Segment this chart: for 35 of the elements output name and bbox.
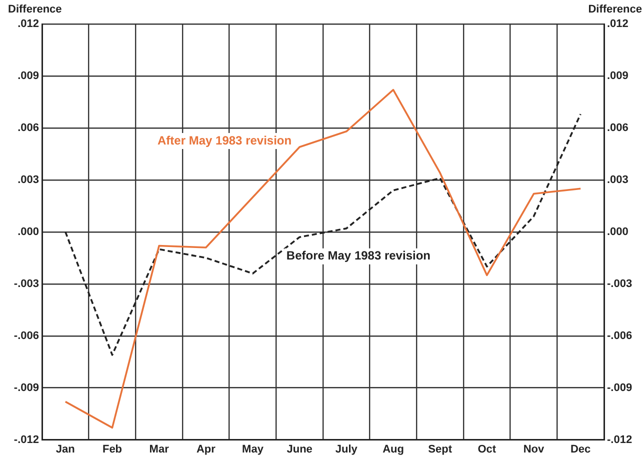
- y-tick-label: .000: [18, 226, 39, 238]
- x-tick-label: Aug: [382, 443, 404, 456]
- y2-tick-label: -.009: [607, 382, 632, 394]
- y-tick-label: .006: [18, 122, 39, 134]
- y2-tick-label: -.006: [607, 330, 632, 342]
- x-tick-label: July: [335, 443, 358, 456]
- x-tick-label: Apr: [196, 443, 216, 456]
- line-series: [64, 113, 582, 356]
- y-tick-label: -.006: [14, 330, 39, 342]
- y2-tick-label: .003: [607, 174, 628, 186]
- y-tick-label: .012: [18, 18, 39, 30]
- x-tick-label: Mar: [149, 443, 170, 456]
- x-tick-label: Dec: [570, 443, 591, 456]
- y-tick-label: -.003: [14, 278, 39, 290]
- x-tick-label: May: [242, 443, 264, 456]
- x-tick-label: Nov: [523, 443, 546, 456]
- y2-tick-label: .000: [607, 226, 628, 238]
- y-tick-label: -.009: [14, 382, 39, 394]
- y-tick-label: -.012: [14, 434, 39, 446]
- x-tick-label: Sept: [428, 443, 452, 456]
- y2-tick-label: .006: [607, 122, 628, 134]
- y2-tick-label: .012: [607, 18, 628, 30]
- x-tick-label: Jan: [56, 443, 76, 456]
- y2-tick-label: .009: [607, 70, 628, 82]
- y-axis-title: Difference: [8, 4, 62, 16]
- series-label: After May 1983 revision: [158, 133, 292, 148]
- x-tick-label: June: [286, 443, 312, 456]
- y-tick-label: .003: [18, 174, 39, 186]
- y2-tick-label: -.003: [607, 278, 632, 290]
- x-tick-label: Oct: [478, 443, 496, 456]
- series-label: Before May 1983 revision: [286, 248, 430, 263]
- x-tick-label: Feb: [102, 443, 122, 456]
- y-tick-label: .009: [18, 70, 39, 82]
- y2-axis-title: Difference: [588, 4, 642, 16]
- y2-tick-label: -.012: [607, 434, 632, 446]
